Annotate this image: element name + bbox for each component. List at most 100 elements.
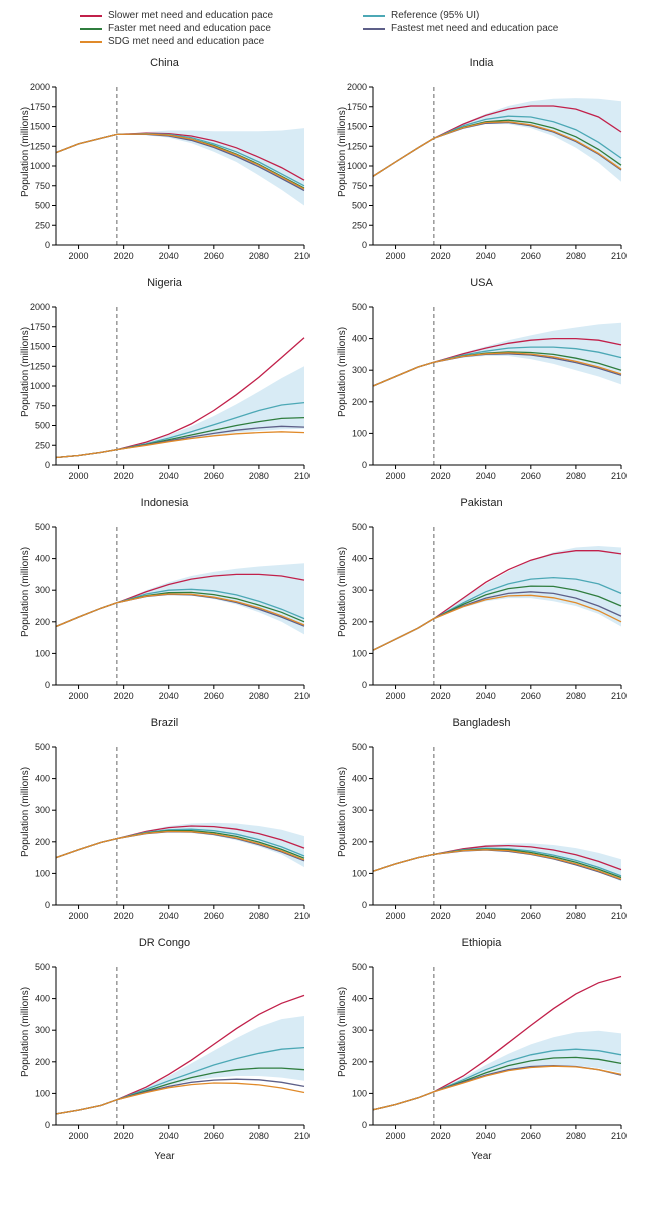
y-axis-label: Population (millions) — [20, 107, 31, 197]
svg-text:200: 200 — [352, 837, 367, 847]
series-fastest — [56, 1079, 304, 1114]
svg-text:2060: 2060 — [521, 1131, 541, 1141]
svg-text:2020: 2020 — [114, 911, 134, 921]
svg-text:2100: 2100 — [294, 471, 310, 481]
panel-title: USA — [327, 277, 636, 289]
panel-title: Ethiopia — [327, 937, 636, 949]
svg-text:2000: 2000 — [69, 1131, 89, 1141]
svg-text:0: 0 — [362, 1120, 367, 1130]
panel-title: Bangladesh — [327, 717, 636, 729]
panel-title: DR Congo — [10, 937, 319, 949]
svg-text:2040: 2040 — [476, 251, 496, 261]
svg-text:1750: 1750 — [347, 102, 367, 112]
svg-text:2080: 2080 — [566, 911, 586, 921]
svg-text:2020: 2020 — [431, 691, 451, 701]
svg-text:0: 0 — [45, 240, 50, 250]
svg-text:2060: 2060 — [521, 471, 541, 481]
svg-text:500: 500 — [35, 962, 50, 972]
svg-text:0: 0 — [362, 240, 367, 250]
y-axis-label: Population (millions) — [337, 547, 348, 637]
svg-text:2000: 2000 — [386, 251, 406, 261]
series-fastest — [373, 1066, 621, 1110]
y-axis-label: Population (millions) — [337, 107, 348, 197]
svg-text:100: 100 — [352, 428, 367, 438]
svg-text:2040: 2040 — [159, 911, 179, 921]
svg-text:2000: 2000 — [30, 302, 50, 312]
svg-text:1250: 1250 — [30, 141, 50, 151]
svg-text:750: 750 — [35, 181, 50, 191]
svg-text:100: 100 — [35, 1088, 50, 1098]
uncertainty-band — [373, 98, 621, 182]
panel-title: Indonesia — [10, 497, 319, 509]
chart-panel: Pakistan Population (millions) 010020030… — [327, 497, 636, 709]
uncertainty-band — [56, 366, 304, 457]
svg-text:300: 300 — [35, 805, 50, 815]
x-axis-label: Year — [10, 1151, 319, 1162]
legend-label: Faster met need and education pace — [108, 23, 271, 34]
y-axis-label: Population (millions) — [337, 327, 348, 417]
chart-panel: Nigeria Population (millions) 0250500750… — [10, 277, 319, 489]
y-axis-label: Population (millions) — [337, 767, 348, 857]
svg-text:1250: 1250 — [347, 141, 367, 151]
svg-text:2020: 2020 — [431, 1131, 451, 1141]
svg-text:2060: 2060 — [521, 911, 541, 921]
svg-text:500: 500 — [352, 522, 367, 532]
svg-text:500: 500 — [35, 201, 50, 211]
svg-text:0: 0 — [45, 460, 50, 470]
svg-text:2000: 2000 — [69, 691, 89, 701]
svg-text:500: 500 — [35, 421, 50, 431]
legend-item: SDG met need and education pace — [80, 36, 353, 47]
svg-text:2100: 2100 — [611, 911, 627, 921]
svg-text:100: 100 — [35, 868, 50, 878]
svg-text:2100: 2100 — [294, 911, 310, 921]
svg-text:0: 0 — [362, 460, 367, 470]
chart-panel: Bangladesh Population (millions) 0100200… — [327, 717, 636, 929]
svg-text:2080: 2080 — [249, 251, 269, 261]
svg-text:2000: 2000 — [386, 1131, 406, 1141]
legend-item: Slower met need and education pace — [80, 10, 353, 21]
svg-text:2040: 2040 — [159, 1131, 179, 1141]
svg-text:400: 400 — [35, 774, 50, 784]
svg-text:400: 400 — [352, 994, 367, 1004]
svg-text:500: 500 — [352, 302, 367, 312]
svg-text:2000: 2000 — [386, 471, 406, 481]
panel-title: China — [10, 57, 319, 69]
y-axis-label: Population (millions) — [337, 987, 348, 1077]
uncertainty-band — [56, 563, 304, 634]
svg-text:2040: 2040 — [476, 471, 496, 481]
svg-text:2020: 2020 — [114, 691, 134, 701]
chart-svg: 0100200300400500 20002020204020602080210… — [327, 289, 627, 489]
svg-text:1000: 1000 — [30, 161, 50, 171]
svg-text:250: 250 — [35, 440, 50, 450]
svg-text:2060: 2060 — [204, 691, 224, 701]
svg-text:750: 750 — [35, 401, 50, 411]
chart-grid: China Population (millions) 0 250 500 750 10… — [10, 57, 636, 1162]
svg-text:500: 500 — [35, 522, 50, 532]
svg-text:2080: 2080 — [566, 471, 586, 481]
svg-text:2040: 2040 — [476, 691, 496, 701]
uncertainty-band — [56, 1016, 304, 1114]
legend-swatch — [363, 28, 385, 30]
chart-svg: 0100200300400500 20002020204020602080210… — [10, 729, 310, 929]
svg-text:2000: 2000 — [69, 911, 89, 921]
svg-text:2000: 2000 — [69, 251, 89, 261]
svg-text:2020: 2020 — [114, 251, 134, 261]
svg-text:100: 100 — [352, 648, 367, 658]
chart-svg: 025050075010001250150017502000 200020202… — [327, 69, 627, 269]
svg-text:2020: 2020 — [114, 471, 134, 481]
chart-svg: 0100200300400500 20002020204020602080210… — [10, 949, 310, 1149]
svg-text:2040: 2040 — [476, 911, 496, 921]
svg-text:400: 400 — [352, 774, 367, 784]
svg-text:2020: 2020 — [114, 1131, 134, 1141]
legend-label: Fastest met need and education pace — [391, 23, 558, 34]
svg-text:2000: 2000 — [30, 82, 50, 92]
series-fastest — [373, 592, 621, 650]
svg-text:2060: 2060 — [521, 691, 541, 701]
svg-text:2080: 2080 — [566, 691, 586, 701]
chart-svg: 0100200300400500 20002020204020602080210… — [10, 509, 310, 709]
svg-text:2060: 2060 — [204, 251, 224, 261]
svg-text:500: 500 — [352, 962, 367, 972]
svg-text:1000: 1000 — [30, 381, 50, 391]
svg-text:100: 100 — [352, 868, 367, 878]
svg-text:2040: 2040 — [476, 1131, 496, 1141]
